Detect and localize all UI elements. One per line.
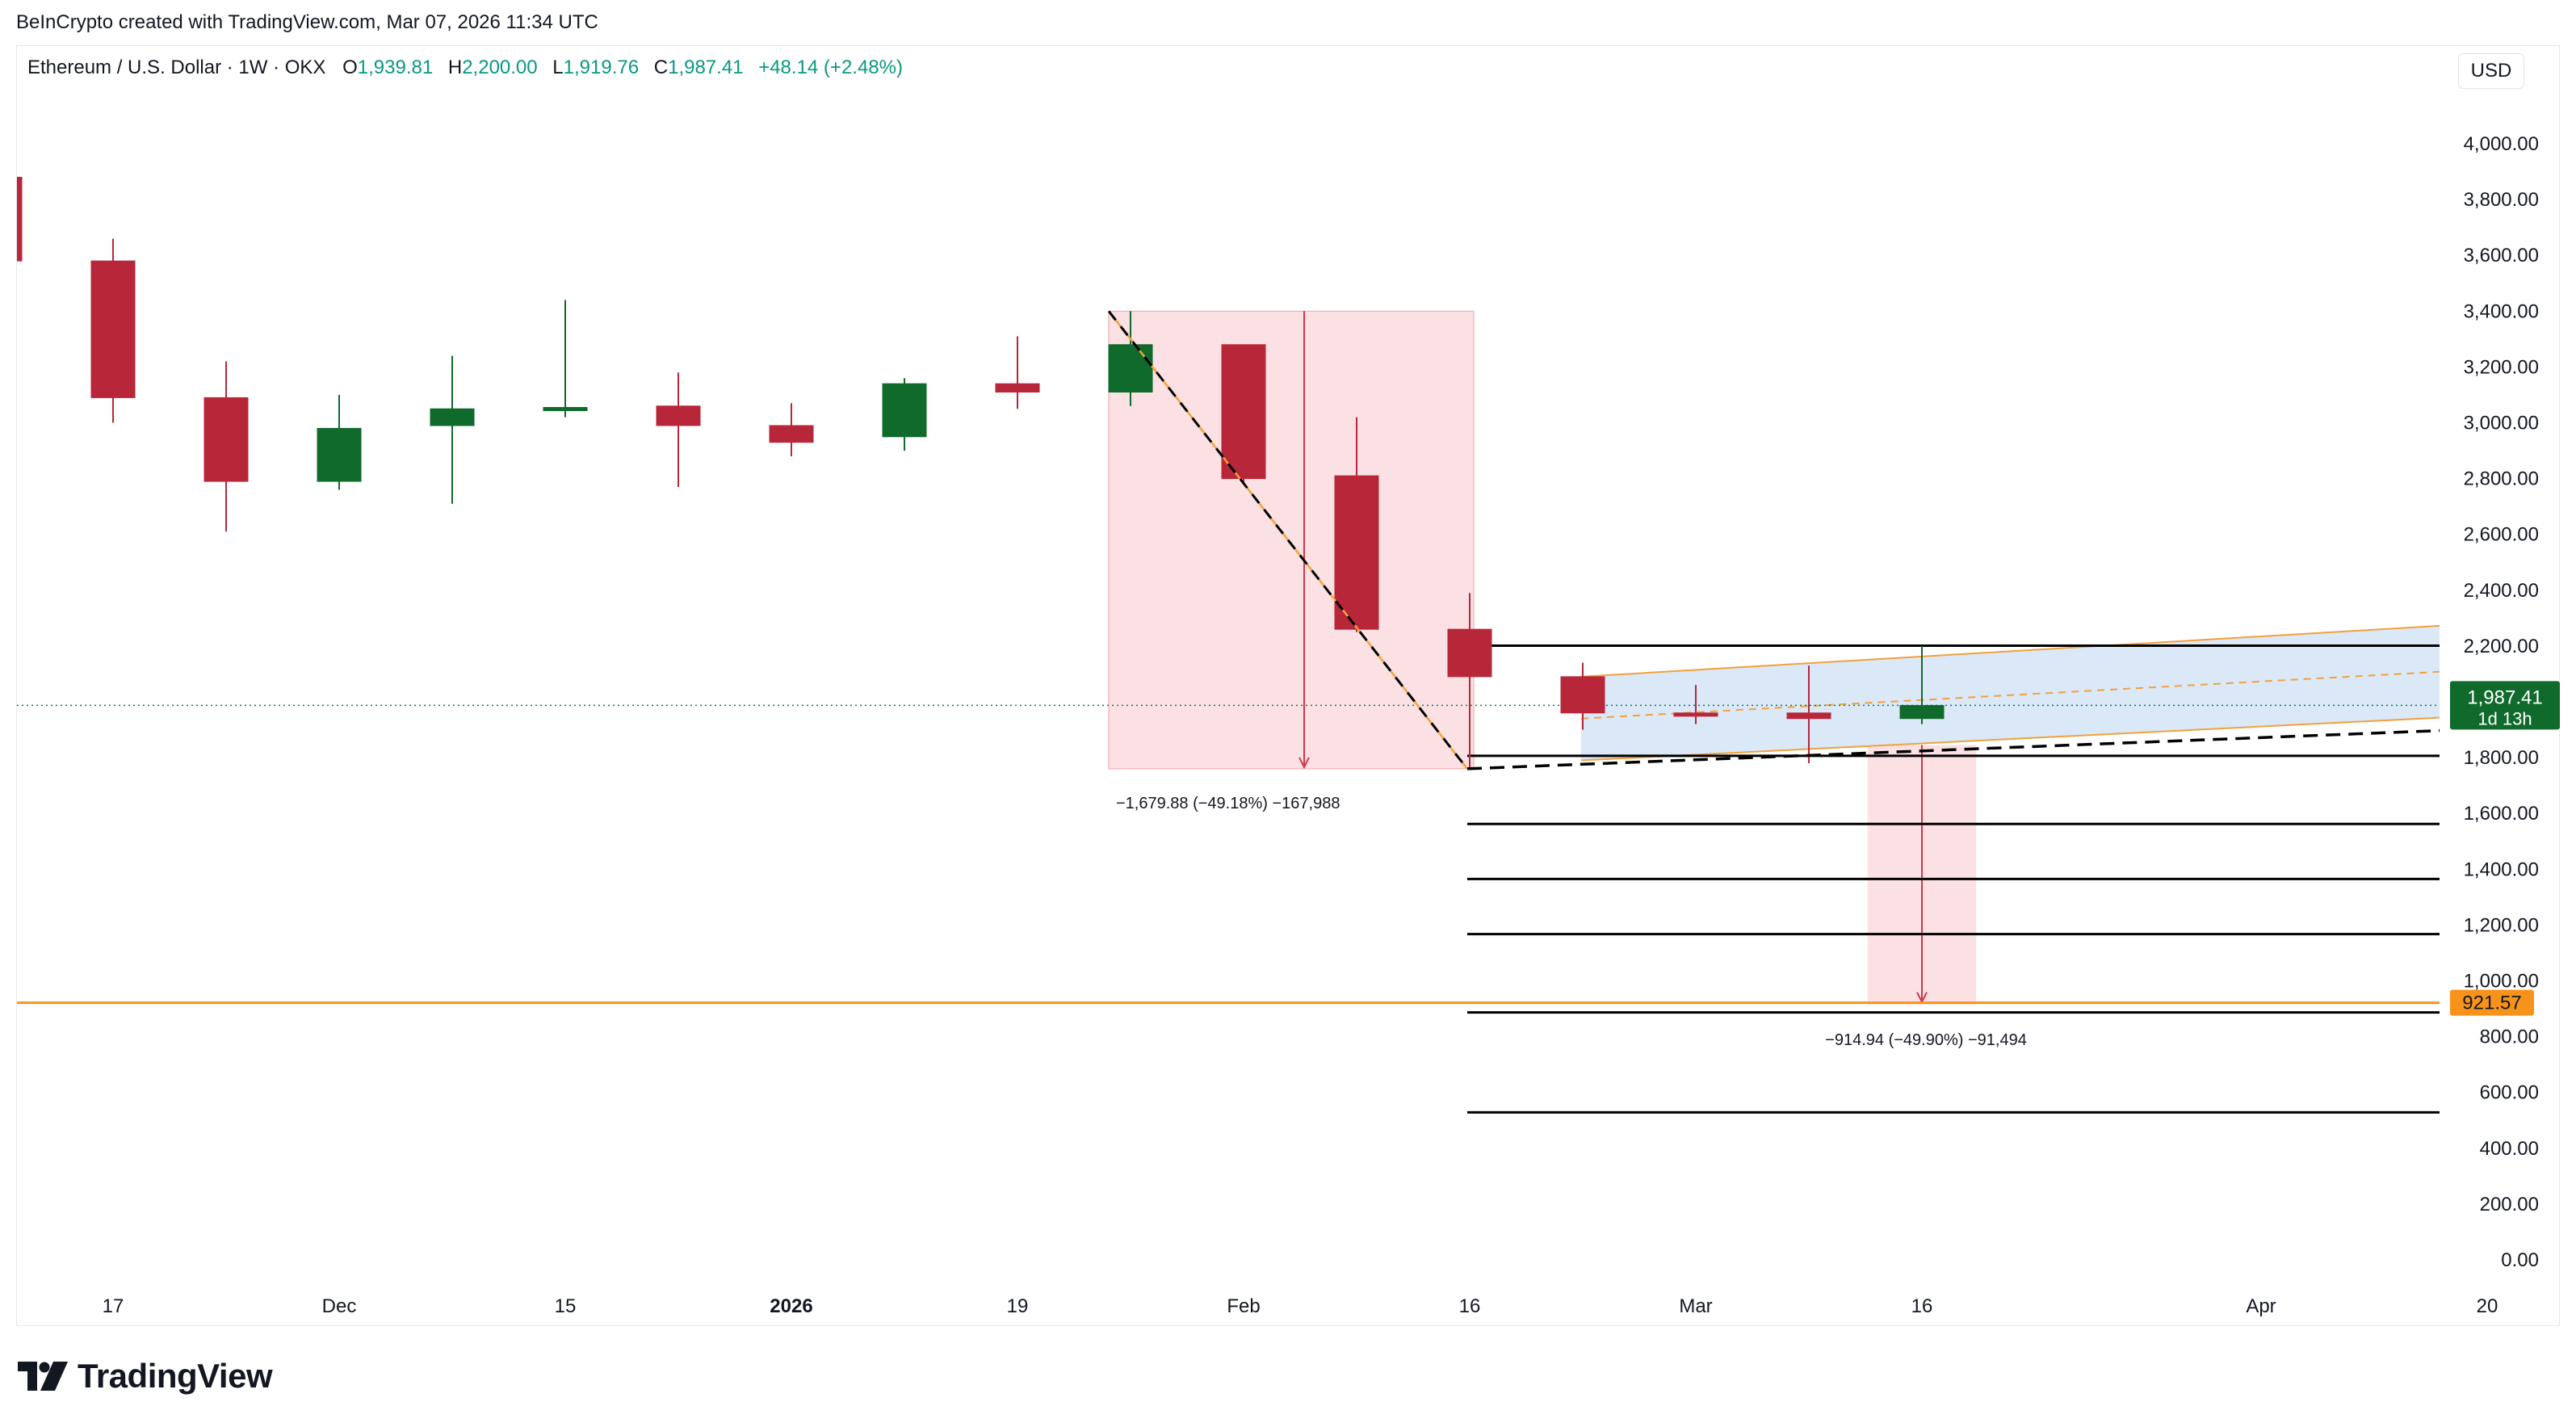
x-axis-tick-label: Mar xyxy=(1679,1295,1712,1317)
tradingview-logo-text: TradingView xyxy=(78,1357,273,1395)
channel-lower-line[interactable] xyxy=(1580,643,2576,762)
y-axis-tick-label: 1,000.00 xyxy=(2464,971,2539,993)
candle-body[interactable] xyxy=(1108,344,1153,392)
tradingview-logo[interactable]: TradingView xyxy=(18,1357,273,1396)
x-axis-tick-label: Dec xyxy=(322,1295,357,1317)
candle-body[interactable] xyxy=(1334,475,1379,630)
symbol-description: Ethereum / U.S. Dollar · 1W · OKX xyxy=(27,57,326,78)
candle-body[interactable] xyxy=(769,425,814,443)
x-axis-tick-label: 19 xyxy=(1007,1295,1029,1317)
support-price-badge xyxy=(2450,989,2534,1016)
low-label: L xyxy=(552,57,564,78)
candle-body[interactable] xyxy=(317,427,362,482)
x-axis-tick-label: 15 xyxy=(555,1295,577,1317)
candle-body[interactable] xyxy=(1560,676,1605,714)
x-axis-tick-label: 20 xyxy=(2477,1295,2498,1317)
candle-body[interactable] xyxy=(1899,704,1945,720)
y-axis-tick-label: 600.00 xyxy=(2480,1082,2539,1104)
candle-body[interactable] xyxy=(995,383,1040,392)
y-axis-tick-label: 2,200.00 xyxy=(2464,636,2539,657)
candle-body[interactable] xyxy=(90,260,136,398)
low-value: 1,919.76 xyxy=(563,57,640,78)
candle-body[interactable] xyxy=(1673,712,1718,717)
parallel-channel-fill[interactable] xyxy=(1581,537,2576,761)
y-axis-tick-label: 1,200.00 xyxy=(2464,914,2539,936)
last-price-countdown: 1d 13h xyxy=(2477,708,2532,728)
candle-body[interactable] xyxy=(430,408,475,426)
y-axis-tick-label: 2,400.00 xyxy=(2464,580,2539,602)
y-axis-tick-label: 0.00 xyxy=(2501,1249,2539,1271)
high-value: 2,200.00 xyxy=(462,57,538,78)
x-axis-tick-label: 2026 xyxy=(770,1295,812,1317)
close-label: C xyxy=(653,57,669,78)
projection-dashed-line[interactable] xyxy=(1466,646,2576,770)
y-axis-tick-label: 3,400.00 xyxy=(2464,300,2539,322)
measure-drop-label: −1,679.88 (−49.18%) −167,988 xyxy=(1116,795,1340,812)
y-axis-tick-label: 200.00 xyxy=(2480,1194,2539,1215)
x-axis-tick-label: 17 xyxy=(103,1295,124,1317)
candle-body[interactable] xyxy=(0,176,23,262)
drop-trend-line[interactable] xyxy=(1108,310,1468,770)
currency-selector-button[interactable]: USD xyxy=(2458,53,2524,89)
open-label: O xyxy=(342,57,358,78)
y-axis-tick-label: 4,000.00 xyxy=(2464,133,2539,155)
last-price-badge-value: 1,987.41 xyxy=(2467,686,2542,708)
candle-body[interactable] xyxy=(543,406,588,411)
tradingview-logo-icon xyxy=(18,1362,68,1391)
y-axis-tick-label: 3,000.00 xyxy=(2464,413,2539,434)
channel-median-line[interactable] xyxy=(1580,590,2576,720)
chart-legend: Ethereum / U.S. Dollar · 1W · OKX O1,939… xyxy=(27,57,903,79)
candle-body[interactable] xyxy=(656,405,701,426)
y-axis-tick-label: 2,600.00 xyxy=(2464,524,2539,546)
candle-body[interactable] xyxy=(1786,712,1831,720)
x-axis-tick-label: Feb xyxy=(1227,1295,1260,1317)
measure-target-label: −914.94 (−49.90%) −91,494 xyxy=(1825,1031,2027,1049)
close-value: 1,987.41 xyxy=(668,57,744,78)
y-axis-tick-label: 3,600.00 xyxy=(2464,245,2539,267)
x-axis-tick-label: 16 xyxy=(1459,1295,1481,1317)
y-axis-tick-label: 800.00 xyxy=(2480,1026,2539,1048)
x-axis-tick-label: 16 xyxy=(1911,1295,1933,1317)
y-axis-tick-label: 2,800.00 xyxy=(2464,468,2539,490)
channel-upper-line[interactable] xyxy=(1580,537,2576,678)
measure-drop-arrowhead xyxy=(1298,757,1310,770)
candle-body[interactable] xyxy=(882,383,927,438)
y-axis-tick-label: 3,200.00 xyxy=(2464,356,2539,378)
open-value: 1,939.81 xyxy=(357,57,434,78)
candle-body[interactable] xyxy=(1221,344,1266,480)
chart-credit: BeInCrypto created with TradingView.com,… xyxy=(16,11,598,33)
y-axis-tick-label: 1,400.00 xyxy=(2464,858,2539,880)
candle-body[interactable] xyxy=(203,397,249,482)
y-axis-tick-label: 1,800.00 xyxy=(2464,747,2539,769)
support-price-badge-value: 921.57 xyxy=(2462,993,2521,1014)
y-axis-tick-label: 3,800.00 xyxy=(2464,189,2539,211)
y-axis-tick-label: 400.00 xyxy=(2480,1138,2539,1160)
high-label: H xyxy=(447,57,463,78)
price-change: +48.14 (+2.48%) xyxy=(758,57,903,78)
candle-body[interactable] xyxy=(1447,628,1492,678)
last-price-badge xyxy=(2450,681,2560,730)
x-axis-tick-label: Apr xyxy=(2246,1295,2276,1317)
y-axis-tick-label: 1,600.00 xyxy=(2464,803,2539,825)
